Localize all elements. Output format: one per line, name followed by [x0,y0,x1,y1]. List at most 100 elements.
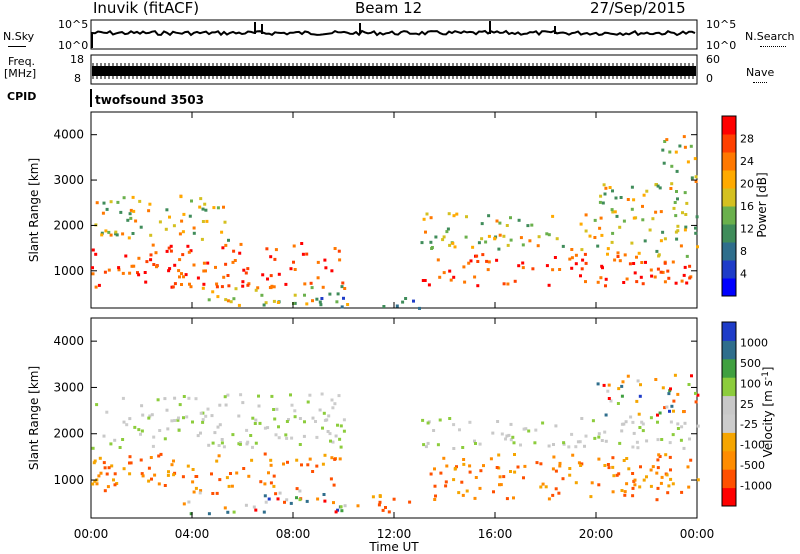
data-cell [260,293,264,297]
data-cell [109,200,113,204]
data-cell [632,216,636,220]
data-cell [168,267,172,271]
data-cell [147,209,151,213]
data-cell [441,238,445,242]
data-cell [668,441,672,445]
data-cell [222,205,225,209]
data-cell [675,190,678,193]
data-cell [620,429,624,433]
data-cell [606,389,610,393]
data-cell [577,461,581,465]
data-cell [339,424,343,428]
data-cell [251,445,254,449]
data-cell [680,425,684,429]
data-cell [128,461,131,465]
data-cell [670,164,674,168]
data-cell [289,501,293,505]
data-cell [649,484,653,488]
data-cell [201,207,205,211]
colorbar-tick-label: 24 [740,155,754,168]
data-cell [173,419,177,422]
data-cell [178,275,181,279]
data-cell [615,214,619,218]
data-cell [215,491,219,495]
data-cell [300,242,304,245]
data-cell [276,497,280,501]
data-cell [686,465,690,469]
x-tick-label: 16:00 [478,527,513,541]
data-cell [158,220,162,224]
colorbar-swatch [722,358,736,378]
data-cell [420,241,424,245]
data-cell [113,483,117,487]
data-cell [204,269,207,273]
colorbar-tick-label: 25 [740,398,754,411]
cpid-strip: twofsound 3503 [90,89,204,107]
data-cell [273,417,277,421]
data-cell [132,264,136,268]
data-cell [124,254,128,258]
data-cell [148,202,152,206]
data-cell [204,414,208,418]
data-cell [122,196,126,200]
data-cell [484,240,488,244]
data-cell [668,455,672,459]
data-cell [696,424,700,428]
data-cell [598,200,602,204]
data-cell [625,277,629,281]
data-cell [305,499,309,503]
data-cell [215,285,219,289]
data-cell [204,208,208,212]
data-cell [611,465,615,469]
data-cell [696,245,699,249]
data-cell [452,447,456,450]
nsky-legend-line [8,46,26,47]
data-cell [259,480,263,484]
data-cell [633,478,637,482]
data-cell [616,251,620,255]
data-cell [276,301,280,304]
data-cell [675,169,679,173]
data-cell [430,246,434,249]
data-cell [227,284,231,288]
data-cell [371,495,375,499]
data-cell [669,477,673,481]
data-cell [434,235,438,239]
colorbar-swatch [722,322,736,341]
data-cell [625,457,629,460]
data-cell [672,409,675,413]
data-cell [463,280,467,284]
data-cell [694,231,698,235]
data-cell [668,389,672,393]
data-cell [331,440,335,444]
data-cell [137,273,141,277]
data-cell [682,135,686,139]
data-cell [632,262,636,265]
velocity-data [91,373,700,516]
data-cell [539,462,543,466]
data-cell [163,484,167,487]
data-cell [547,497,551,501]
colorbar-swatch [722,395,736,415]
data-cell [105,207,109,211]
data-cell [423,279,427,282]
colorbar-swatch [722,134,736,153]
data-cell [562,441,566,445]
data-cell [343,287,347,290]
data-cell [170,463,174,467]
data-cell [306,400,310,404]
data-cell [191,468,195,471]
date-title: 27/Sep/2015 [590,0,686,17]
colorbar-swatch [722,377,736,397]
data-cell [292,260,295,264]
data-cell [102,201,106,205]
data-cell [425,212,429,216]
data-cell [640,420,644,424]
data-cell [476,260,480,263]
data-cell [684,213,688,216]
data-cell [672,206,676,210]
nsky-line [91,29,696,37]
data-cell [198,205,202,209]
x-tick-label: 00:00 [680,527,715,541]
data-cell [552,455,556,459]
